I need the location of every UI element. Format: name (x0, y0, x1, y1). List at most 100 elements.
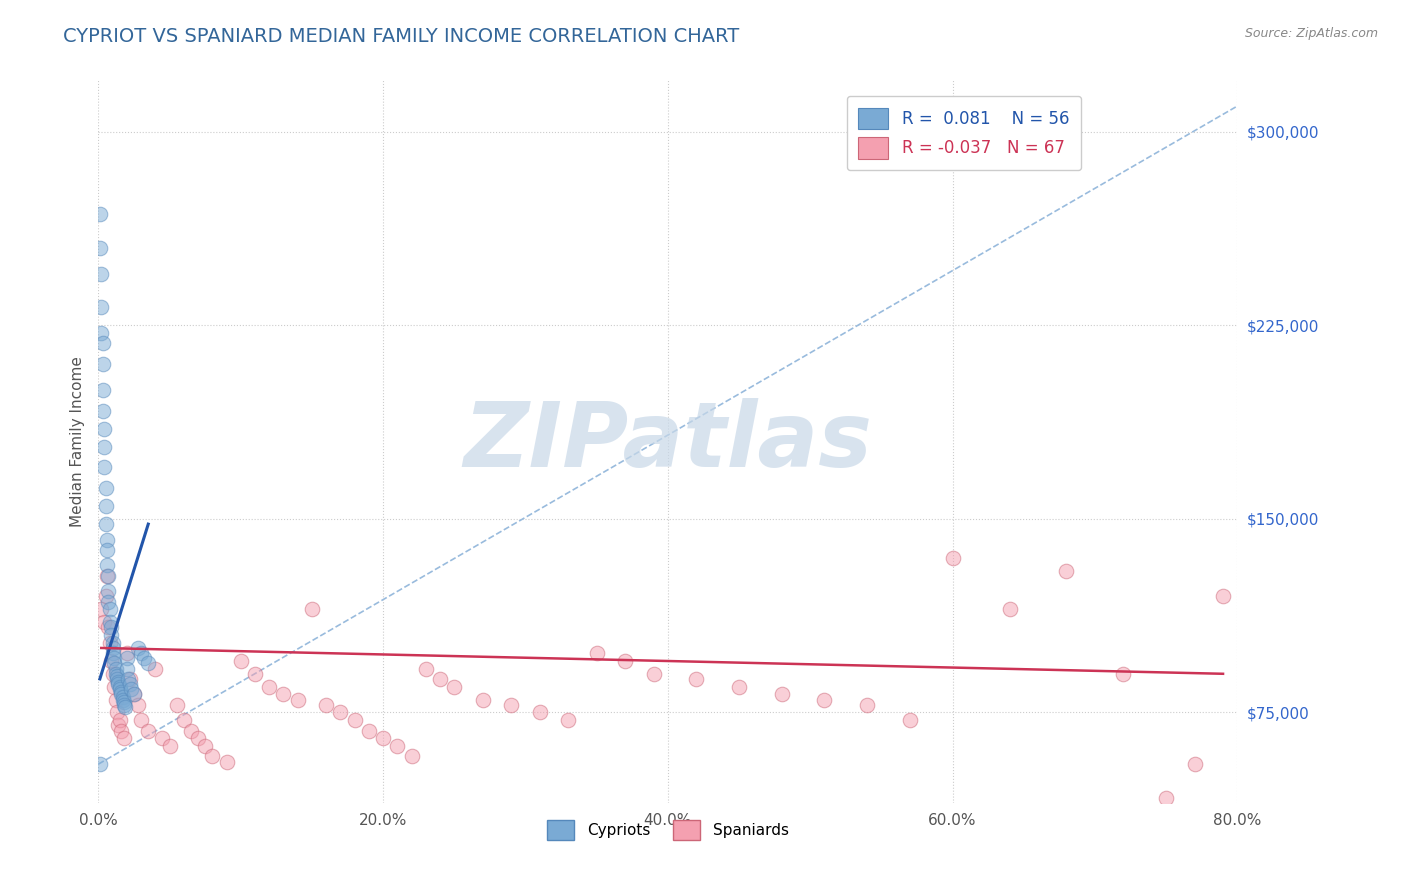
Text: Source: ZipAtlas.com: Source: ZipAtlas.com (1244, 27, 1378, 40)
Point (643, 666, 665, 681)
Point (97, 620, 120, 634)
Point (105, 706, 128, 720)
Point (259, 680, 281, 694)
Point (107, 677, 129, 691)
Point (770, 687, 793, 701)
Point (122, 687, 145, 701)
Point (1212, 590, 1234, 604)
Point (103, 651, 125, 665)
Point (112, 731, 135, 746)
Point (194, 739, 217, 753)
Point (129, 713, 152, 727)
Point (96, 533, 118, 547)
Point (685, 672, 707, 686)
Point (94, 517, 117, 532)
Point (104, 666, 127, 681)
Point (229, 654, 252, 668)
Point (108, 682, 131, 697)
Point (215, 755, 238, 769)
Point (101, 636, 124, 650)
Point (90, 267, 112, 281)
Text: CYPRIOT VS SPANIARD MEDIAN FAMILY INCOME CORRELATION CHART: CYPRIOT VS SPANIARD MEDIAN FAMILY INCOME… (63, 27, 740, 45)
Point (98, 636, 121, 650)
Point (97, 594, 120, 608)
Text: ZIPatlas: ZIPatlas (464, 398, 872, 485)
Point (112, 698, 135, 712)
Point (136, 657, 159, 671)
Point (129, 646, 152, 660)
Point (89, 241, 111, 255)
Point (529, 706, 551, 720)
Point (107, 674, 129, 689)
Point (98, 615, 121, 630)
Point (166, 698, 188, 712)
Point (856, 698, 879, 712)
Point (89, 207, 111, 221)
Point (120, 682, 142, 697)
Point (898, 713, 921, 727)
Point (110, 687, 132, 701)
Point (93, 422, 115, 436)
Point (127, 698, 149, 712)
Point (357, 723, 380, 738)
Point (91, 403, 114, 417)
Point (118, 677, 141, 691)
Point (187, 731, 209, 746)
Point (115, 662, 138, 676)
Point (1184, 757, 1206, 772)
Point (90, 326, 112, 340)
Point (94, 590, 117, 604)
Point (89, 757, 111, 772)
Point (301, 602, 323, 616)
Point (387, 739, 409, 753)
Point (107, 718, 129, 732)
Point (104, 662, 127, 676)
Point (112, 695, 135, 709)
Y-axis label: Median Family Income: Median Family Income (69, 356, 84, 527)
Point (108, 713, 131, 727)
Point (501, 698, 523, 712)
Point (287, 692, 309, 706)
Point (180, 723, 202, 738)
Point (343, 713, 366, 727)
Point (201, 749, 224, 764)
Point (104, 692, 127, 706)
Point (127, 640, 149, 655)
Point (1154, 790, 1177, 805)
Point (159, 739, 181, 753)
Point (100, 628, 122, 642)
Point (110, 685, 132, 699)
Point (103, 680, 125, 694)
Point (96, 568, 118, 582)
Point (101, 666, 124, 681)
Point (614, 654, 637, 668)
Point (94, 499, 117, 513)
Point (122, 687, 145, 701)
Point (91, 336, 114, 351)
Point (100, 620, 122, 634)
Point (173, 713, 195, 727)
Point (415, 662, 437, 676)
Point (998, 602, 1021, 616)
Point (813, 692, 835, 706)
Point (93, 615, 115, 630)
Point (557, 713, 579, 727)
Point (101, 640, 124, 655)
Point (585, 646, 607, 660)
Point (97, 568, 120, 582)
Point (1112, 666, 1135, 681)
Point (117, 672, 139, 686)
Point (243, 666, 266, 681)
Point (103, 657, 125, 671)
Point (93, 440, 115, 454)
Point (94, 481, 117, 495)
Point (471, 692, 494, 706)
Legend: Cypriots, Spaniards: Cypriots, Spaniards (541, 814, 794, 846)
Point (132, 651, 155, 665)
Point (100, 654, 122, 668)
Point (91, 357, 114, 371)
Point (98, 602, 121, 616)
Point (110, 723, 132, 738)
Point (91, 383, 114, 397)
Point (136, 723, 159, 738)
